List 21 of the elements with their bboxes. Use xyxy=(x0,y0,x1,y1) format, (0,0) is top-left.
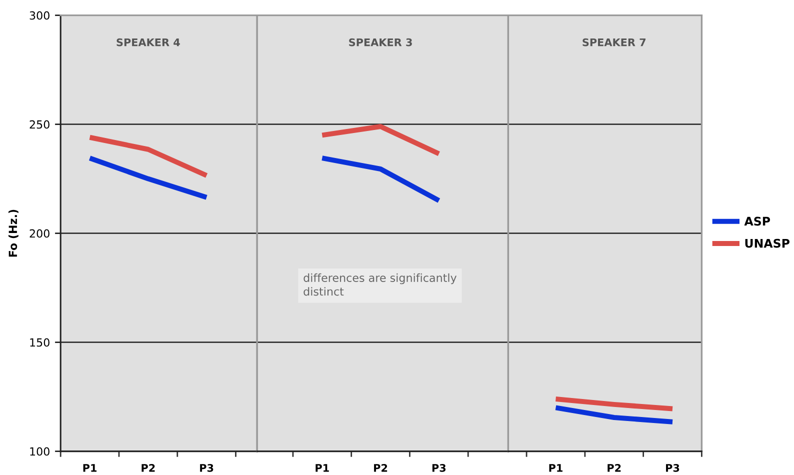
text: SPEAKER 3 xyxy=(349,38,412,46)
x-tick-label: P2 xyxy=(374,464,388,472)
x-tick-label: P1 xyxy=(83,464,97,472)
y-tick-label: 250 xyxy=(30,120,50,129)
legend-label: UNASP xyxy=(745,238,790,248)
x-tick-label: P1 xyxy=(549,464,562,472)
x-tick-label: P2 xyxy=(608,464,621,472)
legend-label: ASP xyxy=(744,216,770,226)
x-tick-label: P1 xyxy=(316,464,329,472)
y-axis-title: Fo (Hz.) xyxy=(8,210,18,257)
annotation: differences are significantly distinct xyxy=(304,273,457,296)
x-tick-label: P3 xyxy=(666,464,680,472)
y-tick-label: 200 xyxy=(30,229,50,238)
x-tick-label: P3 xyxy=(432,464,446,472)
y-tick-label: 300 xyxy=(30,11,50,20)
text: SPEAKER 7 xyxy=(582,38,646,46)
x-tick-label: P3 xyxy=(200,464,214,472)
text: SPEAKER 4 xyxy=(116,38,180,46)
x-tick-label: P2 xyxy=(142,464,155,472)
y-tick-label: 150 xyxy=(30,338,50,347)
y-tick-label: 100 xyxy=(30,447,50,456)
